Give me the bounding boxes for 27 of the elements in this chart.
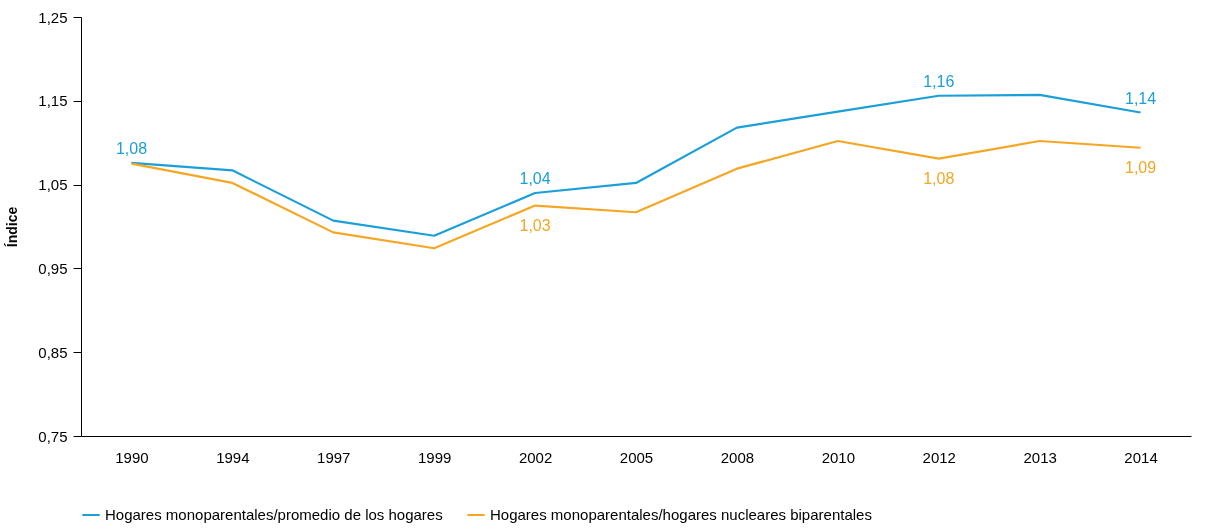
y-tick-label: 0,95 bbox=[38, 259, 68, 277]
x-tick-label: 2014 bbox=[1124, 448, 1158, 466]
y-tick-label: 0,75 bbox=[38, 427, 68, 445]
x-tick-label: 2013 bbox=[1023, 448, 1057, 466]
x-tick-label: 2008 bbox=[720, 448, 755, 466]
x-tick-label: 1994 bbox=[216, 448, 250, 466]
x-tick-label: 1997 bbox=[317, 448, 351, 466]
data-label: 1,08 bbox=[115, 139, 148, 157]
x-tick-label: 1990 bbox=[115, 448, 149, 466]
y-tick-label: 1,15 bbox=[38, 92, 68, 110]
data-label: 1,08 bbox=[923, 169, 955, 187]
data-label: 1,04 bbox=[519, 169, 551, 187]
legend-label: Hogares monoparentales/promedio de los hogares bbox=[105, 506, 443, 523]
y-tick-label: 1,25 bbox=[38, 8, 68, 26]
y-tick-label: 1,05 bbox=[38, 176, 68, 194]
legend-label: Hogares monoparentales/hogares nucleares biparentales bbox=[490, 506, 872, 523]
x-tick-label: 1999 bbox=[417, 448, 452, 466]
data-label: 1,16 bbox=[923, 72, 955, 90]
data-label: 1,03 bbox=[519, 216, 551, 234]
x-tick-label: 2010 bbox=[821, 448, 856, 466]
data-label: 1,09 bbox=[1124, 158, 1157, 176]
x-tick-label: 2005 bbox=[619, 448, 654, 466]
y-tick-label: 0,85 bbox=[38, 343, 68, 361]
data-label: 1,14 bbox=[1124, 89, 1157, 107]
x-tick-label: 2002 bbox=[518, 448, 553, 466]
y-axis-title: Índice bbox=[4, 206, 21, 248]
x-tick-label: 2012 bbox=[922, 448, 956, 466]
